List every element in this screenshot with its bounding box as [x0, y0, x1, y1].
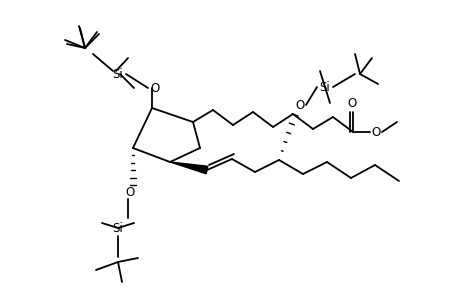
Text: O: O [370, 125, 380, 139]
Text: O: O [347, 97, 356, 110]
Text: Si: Si [112, 68, 123, 80]
Polygon shape [170, 162, 207, 174]
Text: Si: Si [112, 221, 123, 235]
Text: Si: Si [319, 80, 330, 94]
Text: O: O [125, 187, 134, 200]
Text: O: O [150, 82, 159, 94]
Text: O: O [295, 98, 304, 112]
